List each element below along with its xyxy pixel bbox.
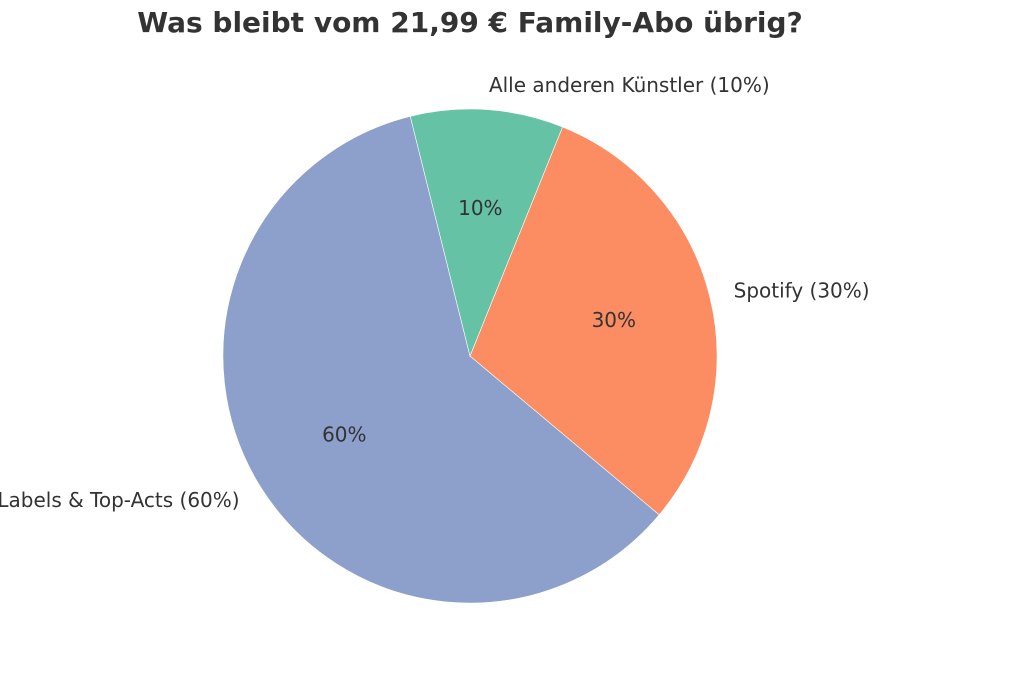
pie-labels: 60% Labels & Top-Acts (60%) 30% Spotify (30… [0, 73, 870, 512]
pie-pct-label: 30% [592, 308, 636, 332]
pie-slice-alle-anderen-k-nstler-10 [409, 108, 563, 357]
pie-category-label: Labels & Top-Acts (60%) [0, 488, 240, 512]
pie-category-label: Spotify (30%) [734, 278, 870, 302]
pie-slices [222, 108, 718, 604]
chart-title: Was bleibt vom 21,99 € Family-Abo übrig? [137, 6, 803, 39]
pie-category-label: Alle anderen Künstler (10%) [489, 73, 770, 97]
pie-pct-label: 60% [322, 423, 366, 447]
pie-slice-spotify-30 [469, 126, 718, 516]
pie-pct-label: 10% [458, 196, 502, 220]
pie-slice-labels-top-acts-60 [222, 115, 660, 604]
